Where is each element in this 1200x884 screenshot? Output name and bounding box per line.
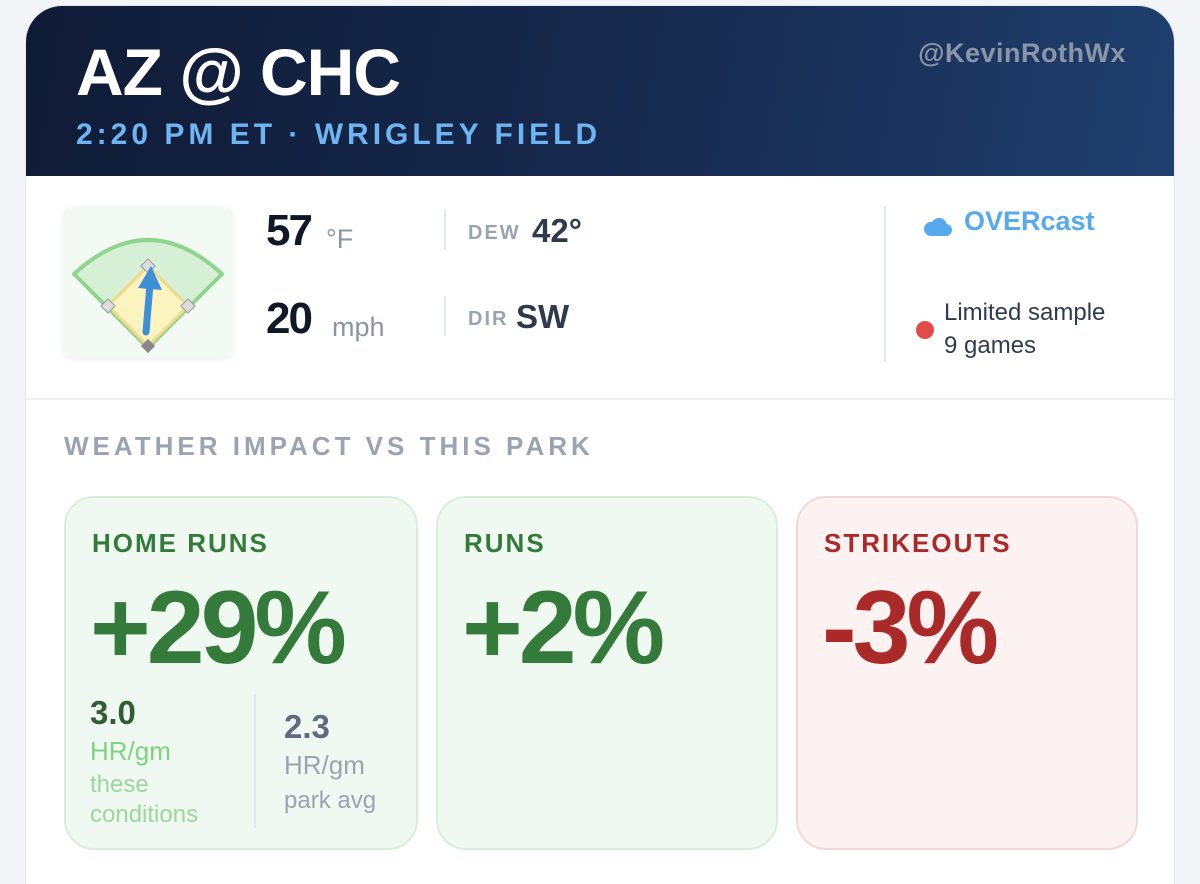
wind-speed-unit: mph xyxy=(332,312,385,342)
park-hr-value: 2.3 xyxy=(284,708,330,745)
divider xyxy=(884,206,886,362)
divider xyxy=(254,694,256,828)
sky-condition-text: OVERcast xyxy=(964,206,1095,236)
park-hr-unit: HR/gm xyxy=(284,750,365,780)
runs-value: +2% xyxy=(462,570,665,686)
direction-label: DIR xyxy=(468,308,509,330)
park-hr-note: park avg xyxy=(284,787,377,814)
note-line: conditions xyxy=(90,801,199,828)
strikeouts-label: STRIKEOUTS xyxy=(824,528,1012,558)
sample-status-dot xyxy=(916,321,934,339)
conditions-hr-note: these conditions xyxy=(90,770,198,830)
home-runs-label: HOME RUNS xyxy=(92,528,269,558)
runs-label: RUNS xyxy=(464,528,546,558)
game-time-venue: 2:20 PM ET · WRIGLEY FIELD xyxy=(76,118,602,151)
section-title: WEATHER IMPACT VS THIS PARK xyxy=(64,431,594,461)
card-header: AZ @ CHC @KevinRothWx 2:20 PM ET · WRIGL… xyxy=(26,6,1174,176)
divider xyxy=(444,210,446,250)
cloud-icon xyxy=(924,218,952,236)
dew-label: DEW xyxy=(468,222,521,244)
temperature-unit: °F xyxy=(326,224,354,254)
temperature-value: 57 xyxy=(266,206,313,255)
sample-size-note: Limited sample 9 games xyxy=(944,296,1105,362)
author-handle[interactable]: @KevinRothWx xyxy=(918,38,1126,68)
strikeouts-value: -3% xyxy=(822,570,999,686)
note-line: these xyxy=(90,771,149,798)
baseball-diamond-icon xyxy=(72,238,224,354)
wind-field-diagram xyxy=(62,206,234,358)
direction-value: SW xyxy=(516,298,570,335)
conditions-panel: 57 °F 20 mph DEW 42° DIR SW OVERcast Lim… xyxy=(26,176,1174,400)
divider xyxy=(444,296,446,336)
sample-line-1: Limited sample xyxy=(944,299,1106,326)
conditions-hr-unit: HR/gm xyxy=(90,736,171,766)
sample-line-2: 9 games xyxy=(944,332,1037,359)
wind-speed-value: 20 xyxy=(266,294,313,343)
home-runs-card: HOME RUNS +29% 3.0 HR/gm these condition… xyxy=(64,496,418,850)
strikeouts-card: STRIKEOUTS -3% xyxy=(796,496,1138,850)
wind-direction-arrow xyxy=(142,280,154,336)
conditions-hr-value: 3.0 xyxy=(90,694,136,731)
dew-value: 42° xyxy=(532,212,582,249)
matchup-title: AZ @ CHC xyxy=(76,35,401,109)
runs-card: RUNS +2% xyxy=(436,496,778,850)
home-runs-value: +29% xyxy=(90,570,347,686)
game-weather-card: AZ @ CHC @KevinRothWx 2:20 PM ET · WRIGL… xyxy=(26,6,1174,884)
